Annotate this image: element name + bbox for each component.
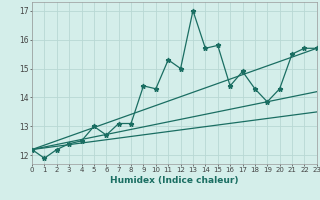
- X-axis label: Humidex (Indice chaleur): Humidex (Indice chaleur): [110, 176, 239, 185]
